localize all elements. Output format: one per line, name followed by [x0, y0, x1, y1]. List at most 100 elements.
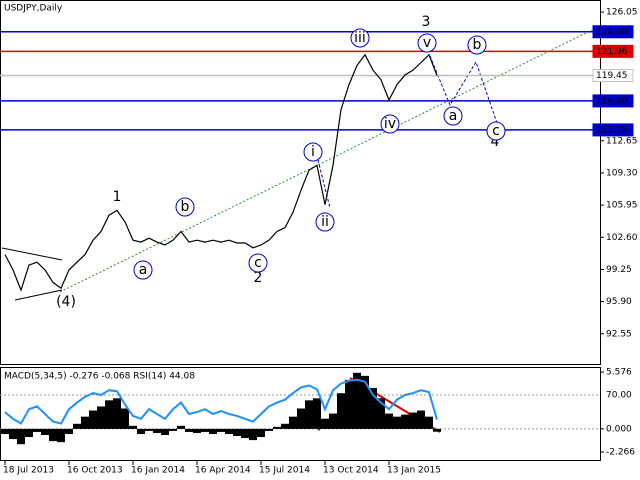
annotation: c [254, 255, 262, 271]
y-tick-label: 109.30 [606, 168, 638, 178]
annotation: i [311, 144, 315, 160]
macd-bar [241, 428, 249, 439]
macd-bar [345, 379, 353, 429]
y-tick-label: 126.05 [606, 8, 638, 18]
annotation: (4) [56, 294, 76, 310]
annotation-circle [443, 106, 463, 126]
macd-bar [417, 410, 425, 429]
y2-tick-label: 70.00 [606, 390, 632, 400]
annotation-circle [350, 28, 370, 48]
annotation: 4 [491, 134, 500, 150]
annotation: a [139, 262, 148, 278]
y-tick-label: 0.000 [606, 424, 632, 434]
x-tick-label: 13 Jan 2015 [387, 466, 441, 476]
macd-bar [193, 428, 201, 433]
macd-bar [17, 428, 25, 445]
macd-bar [105, 400, 113, 429]
annotation-circle [303, 142, 323, 162]
macd-bar [385, 413, 393, 429]
trend-line [59, 29, 593, 293]
macd-bar [89, 410, 97, 429]
annotation-circle [248, 253, 268, 273]
macd-bar [97, 406, 105, 429]
annotation: ii [321, 214, 329, 230]
macd-bar [369, 388, 377, 429]
macd-bar [329, 413, 337, 429]
macd-bar [337, 393, 345, 429]
y-tick-label: 99.25 [606, 265, 632, 275]
macd-bar [425, 416, 433, 429]
macd-bar [25, 428, 33, 438]
macd-bar [201, 428, 209, 432]
level-label-box [592, 123, 634, 137]
y-tick-label: 105.95 [606, 201, 638, 211]
macd-bar [217, 428, 225, 432]
indicator-title: MACD(5,34,5) -0.276 -0.068 RSI(14) 44.08 [4, 372, 195, 382]
macd-bar [161, 428, 169, 436]
macd-bar [321, 418, 329, 429]
y-tick-label: 92.55 [606, 329, 632, 339]
annotation-circle [315, 212, 335, 232]
annotation-circle [417, 33, 437, 53]
triangle-line [14, 289, 63, 301]
macd-bar [65, 428, 73, 434]
macd-bar [73, 423, 81, 429]
x-tick-label: 16 Apr 2014 [195, 466, 251, 476]
macd-bar [409, 412, 417, 429]
macd-bar [81, 416, 89, 429]
macd-bar [297, 408, 305, 429]
macd-bar [377, 398, 385, 429]
macd-bar [41, 428, 49, 436]
annotation-circle [467, 35, 487, 55]
wave-line [317, 159, 331, 209]
x-tick-label: 15 Jul 2014 [259, 466, 310, 476]
price-frame [0, 0, 601, 365]
rsi-line [4, 378, 438, 425]
macd-bar [289, 416, 297, 429]
level-label-box [592, 68, 634, 82]
annotation-circle [486, 121, 506, 141]
x-tick-label: 16 Oct 2013 [67, 466, 123, 476]
price-line [4, 53, 438, 292]
macd-bar [433, 428, 441, 432]
macd-bar [33, 428, 41, 432]
annotation: b [181, 199, 190, 215]
macd-bar [121, 408, 129, 429]
macd-bar [393, 416, 401, 429]
y-tick-label: 112.65 [606, 136, 638, 146]
level-label: 113.78 [596, 125, 628, 135]
level-label: 124.00 [596, 27, 628, 37]
macd-bar [153, 428, 161, 433]
macd-bar [361, 375, 369, 429]
macd-bar [169, 428, 177, 431]
macd-bar [177, 425, 185, 429]
macd-bar [225, 428, 233, 434]
level-label: 116.80 [596, 96, 628, 106]
level-label-box [592, 44, 634, 58]
macd-bar [305, 400, 313, 429]
level-label-box [592, 94, 634, 108]
triangle-line [1, 247, 63, 261]
annotation-circle [380, 114, 400, 134]
macd-bar [233, 428, 241, 437]
macd-bar [313, 398, 321, 429]
macd-bar [129, 425, 137, 429]
y-tick-label: 5.576 [606, 368, 632, 378]
macd-bar [265, 428, 273, 431]
macd-bar [281, 423, 289, 429]
y-tick-label: 102.60 [606, 233, 638, 243]
macd-bar [57, 428, 65, 443]
macd-bar [209, 428, 217, 434]
x-tick-label: 18 Jul 2013 [3, 466, 54, 476]
annotation-circle [175, 197, 195, 217]
macd-bar [113, 398, 121, 429]
y-tick-label: -2.266 [606, 448, 635, 458]
level-label: 121.96 [596, 47, 628, 57]
annotation: iii [354, 30, 366, 46]
x-tick-label: 16 Jan 2014 [131, 466, 185, 476]
macd-bar [49, 428, 57, 442]
macd-bar [185, 428, 193, 432]
annotation: 1 [113, 189, 122, 205]
